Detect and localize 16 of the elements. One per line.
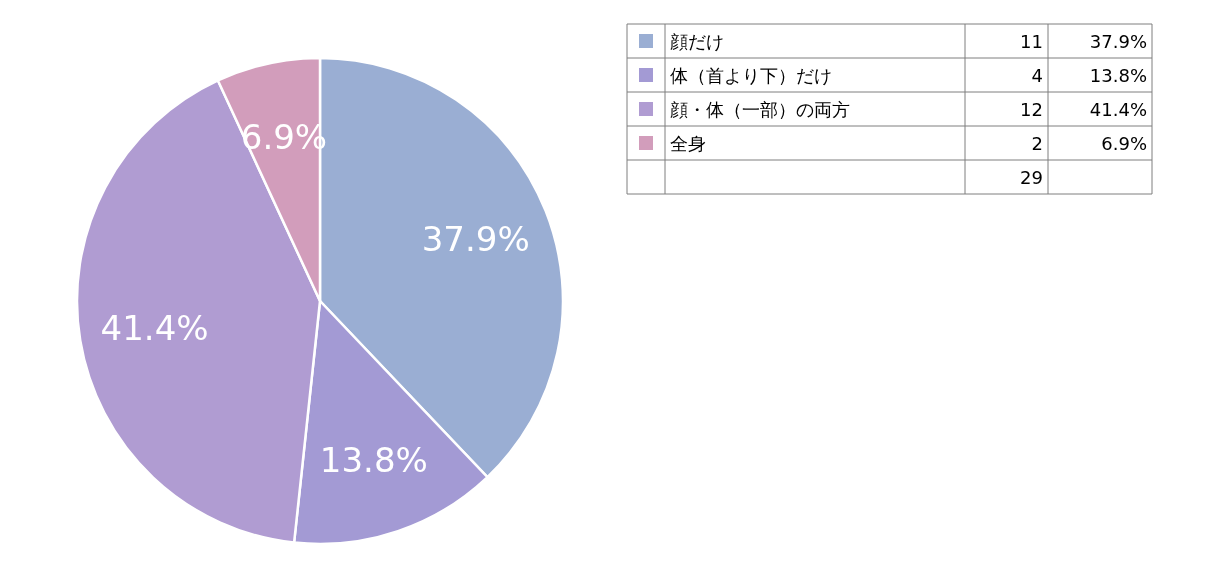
text: 2: [1031, 132, 1043, 154]
legend-label: 全身: [670, 132, 706, 154]
text: 11: [1020, 30, 1043, 52]
text: 13.8%: [1089, 64, 1147, 86]
legend-label: 顔・体（一部）の両方: [670, 98, 850, 120]
text: 29: [1020, 166, 1043, 188]
text: 12: [1020, 98, 1043, 120]
data-label: 41.4%: [100, 308, 209, 349]
text: 4: [1031, 64, 1043, 86]
text: 41.4%: [1089, 98, 1147, 120]
legend-label: 顔だけ: [670, 30, 724, 52]
legend-label: 体（首より下）だけ: [670, 64, 832, 86]
text: 6.9%: [1101, 132, 1147, 154]
text: 37.9%: [1089, 30, 1147, 52]
data-label: 13.8%: [319, 439, 428, 480]
data-label: 37.9%: [421, 218, 530, 259]
